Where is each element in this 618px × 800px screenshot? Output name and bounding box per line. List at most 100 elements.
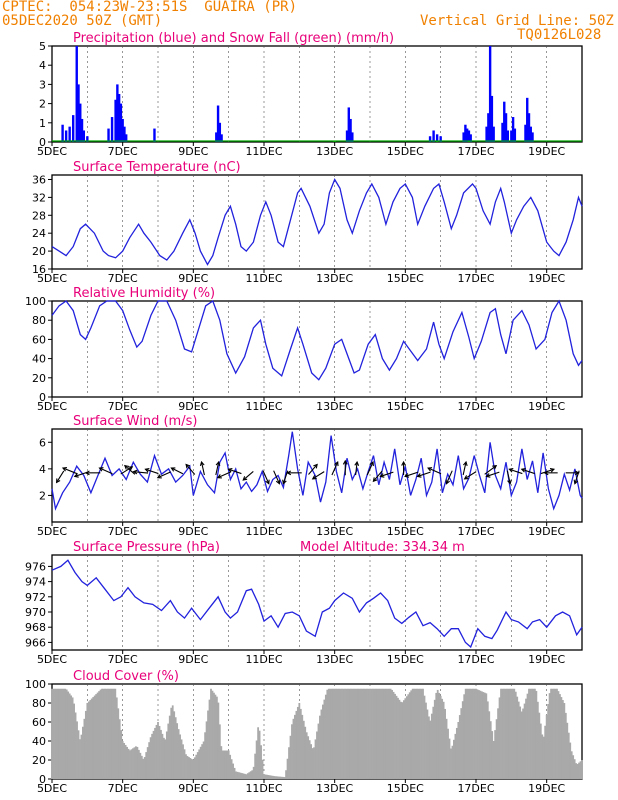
humidity-ytick-label: 60 xyxy=(32,333,46,346)
cloud-bar xyxy=(400,701,402,779)
precip-xtick-label: 7DEC xyxy=(108,145,138,158)
cloud-bar xyxy=(182,744,184,779)
cloud-bar xyxy=(342,688,345,779)
pressure-xtick-label: 13DEC xyxy=(316,653,353,666)
cloud-bar xyxy=(79,739,81,779)
wind-arrow-head xyxy=(379,473,385,478)
cloud-bar xyxy=(56,688,59,779)
cloud-bar xyxy=(504,688,507,779)
wind-arrow-head xyxy=(156,474,162,479)
cloud-bar xyxy=(336,688,339,779)
cloud-bar xyxy=(419,688,421,779)
cloud-bar xyxy=(155,724,158,779)
precip-bar xyxy=(153,128,156,142)
precip-bar xyxy=(510,130,513,142)
wind-arrow xyxy=(574,470,580,484)
cloud-bar xyxy=(454,733,457,779)
cloud-bar xyxy=(526,693,529,779)
wind-arrow xyxy=(56,470,65,483)
cloud-bar xyxy=(423,695,426,779)
cloud-bar xyxy=(208,699,211,779)
cloud-bar xyxy=(193,757,196,779)
cloud-bar xyxy=(347,688,349,779)
cloud-bar xyxy=(58,688,61,779)
cloud-bar xyxy=(338,688,340,779)
cloud-bar xyxy=(59,688,62,779)
cloud-bar xyxy=(473,688,476,779)
wind-arrow-head xyxy=(313,463,318,469)
precip-bar xyxy=(487,113,490,142)
wind-arrow-head xyxy=(508,467,514,473)
cloud-bar xyxy=(529,688,532,779)
wind-arrow xyxy=(308,464,318,475)
cloud-bar xyxy=(217,702,220,779)
wind-arrow xyxy=(331,461,339,476)
snow-bar xyxy=(467,141,471,142)
cloud-bar xyxy=(355,688,358,779)
precip-bar xyxy=(435,134,439,142)
cloud-bar xyxy=(271,775,274,779)
cloud-bar xyxy=(501,688,504,779)
cloud-bar xyxy=(361,688,364,779)
wind-arrow-head xyxy=(282,479,287,485)
cloud-bar xyxy=(405,696,408,779)
cloud-bar xyxy=(544,725,547,779)
cloud-bar xyxy=(458,715,461,779)
cloud-bar xyxy=(299,708,302,779)
wind-frame xyxy=(51,428,583,523)
cloud-bar xyxy=(288,747,290,779)
cloud-bar xyxy=(294,714,296,779)
cloud-bar xyxy=(575,763,578,779)
precip-bar xyxy=(511,117,515,142)
cloud-bar xyxy=(391,689,393,779)
cloud-bar xyxy=(576,763,579,779)
cloud-bar xyxy=(192,760,195,779)
cloud-bar xyxy=(292,718,295,779)
wind-arrow xyxy=(62,467,78,475)
cloud-bar xyxy=(71,697,74,779)
cloud-bar xyxy=(517,701,520,779)
cloud-bar xyxy=(482,692,485,779)
cloud-bar xyxy=(430,713,433,779)
cloud-bar xyxy=(567,732,570,779)
wind-arrow-head xyxy=(265,479,270,485)
cloud-bar xyxy=(170,707,173,779)
cloud-bar xyxy=(215,696,218,779)
cloud-bar xyxy=(109,688,112,779)
cloud-bar xyxy=(264,774,267,779)
cloud-bar xyxy=(476,689,479,779)
humidity-xtick-label: 9DEC xyxy=(178,400,208,413)
cloud-bar xyxy=(351,688,354,779)
precip-bar xyxy=(527,113,531,142)
humidity-series-line xyxy=(51,299,583,381)
wind-arrow-head xyxy=(311,475,317,480)
cloud-bar xyxy=(541,734,544,779)
cloud-bar xyxy=(114,688,117,779)
wind-arrow xyxy=(145,468,159,475)
cloud-bar xyxy=(554,688,557,779)
pressure-frame xyxy=(51,554,583,651)
cloud-bar xyxy=(535,690,538,779)
cloud-bar xyxy=(364,688,367,779)
wind-arrow xyxy=(171,467,184,475)
cloud-bar xyxy=(435,692,438,779)
cloud-bar xyxy=(557,691,560,779)
wind-arrow-head xyxy=(427,467,433,472)
cloud-bar xyxy=(579,761,582,779)
cloud-bar xyxy=(273,776,276,779)
wind-arrow-head xyxy=(492,464,498,470)
cloud-bar xyxy=(497,708,499,779)
precip-panel: Precipitation (blue) and Snow Fall (gree… xyxy=(37,31,583,158)
cloud-bar xyxy=(494,730,497,779)
cloud-bar xyxy=(532,688,535,779)
cloud-bar xyxy=(410,690,413,779)
cloud-bar xyxy=(151,733,154,779)
wind-arrow-head xyxy=(404,473,410,478)
cloud-bar xyxy=(107,688,109,779)
temperature-ytick-label: 28 xyxy=(32,209,46,222)
wind-arrow-head xyxy=(342,459,348,465)
cloud-bar xyxy=(120,730,123,779)
cloud-bar xyxy=(311,748,314,779)
wind-arrow xyxy=(262,470,270,484)
cloud-bar xyxy=(486,701,489,779)
